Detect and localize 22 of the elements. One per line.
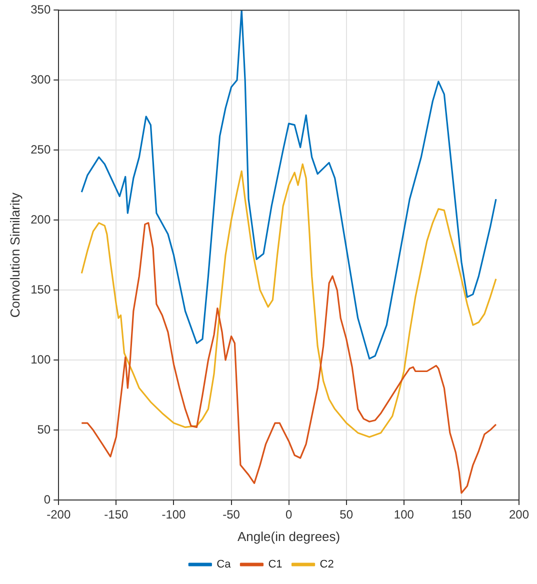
x-tick-label: -100 [162, 508, 186, 522]
legend-label: C1 [268, 558, 282, 571]
y-tick-label: 350 [30, 2, 51, 17]
x-tick-label: 50 [340, 508, 354, 522]
x-tick-label: 200 [508, 508, 530, 522]
x-tick-label: -150 [104, 508, 128, 522]
y-tick-label: 100 [30, 352, 51, 366]
y-tick-label: 0 [44, 492, 51, 506]
y-axis-title: Convolution Similarity [7, 192, 22, 318]
y-tick-label: 250 [30, 142, 51, 156]
y-tick-label: 50 [37, 422, 51, 436]
x-tick-label: -50 [222, 508, 240, 522]
y-tick-label: 150 [30, 282, 51, 296]
x-tick-label: 150 [451, 508, 472, 522]
y-tick-label: 200 [30, 212, 51, 226]
x-axis-title: Angle(in degrees) [238, 528, 340, 544]
legend-label: Ca [216, 558, 232, 571]
y-tick-label: 300 [30, 72, 51, 86]
x-tick-label: 100 [394, 508, 414, 522]
x-tick-label: -200 [46, 508, 71, 522]
x-tick-label: 0 [285, 508, 292, 522]
legend-label: C2 [320, 558, 334, 571]
